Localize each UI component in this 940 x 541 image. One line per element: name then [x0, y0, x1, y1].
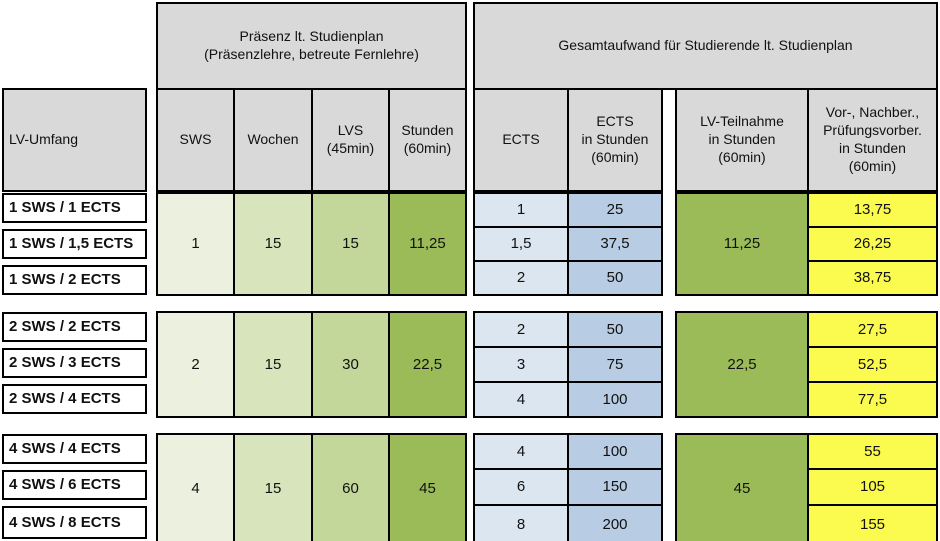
- row-label: 2 SWS / 2 ECTS: [2, 312, 147, 342]
- cell-ects: 2: [473, 260, 569, 296]
- cell-ects-in-stunden: 37,5: [567, 226, 663, 262]
- column-header-lv-teilnahme: LV-Teilnahme in Stunden (60min): [675, 88, 809, 192]
- cell-ects-in-stunden: 100: [567, 433, 663, 470]
- cell-stunden: 45: [388, 433, 467, 541]
- row-label: 1 SWS / 1,5 ECTS: [2, 229, 147, 259]
- cell-vor-nachber: 55: [807, 433, 938, 470]
- cell-lvs: 30: [311, 311, 390, 418]
- cell-ects: 3: [473, 346, 569, 383]
- cell-wochen: 15: [233, 311, 313, 418]
- cell-vor-nachber: 155: [807, 504, 938, 541]
- cell-stunden: 11,25: [388, 192, 467, 296]
- cell-sws: 2: [156, 311, 235, 418]
- cell-ects: 4: [473, 381, 569, 418]
- cell-ects-in-stunden: 100: [567, 381, 663, 418]
- cell-sws: 4: [156, 433, 235, 541]
- cell-ects-in-stunden: 200: [567, 504, 663, 541]
- column-header-sws: SWS: [156, 88, 235, 192]
- cell-lvs: 60: [311, 433, 390, 541]
- cell-ects-in-stunden: 25: [567, 192, 663, 228]
- cell-ects: 2: [473, 311, 569, 348]
- cell-ects: 4: [473, 433, 569, 470]
- column-header-vor-nachber: Vor-, Nachber., Prüfungsvorber. in Stund…: [807, 88, 938, 192]
- column-header-ects: ECTS: [473, 88, 569, 192]
- column-header-ects-in-stunden: ECTS in Stunden (60min): [567, 88, 663, 192]
- cell-lv-teilnahme: 45: [675, 433, 809, 541]
- cell-vor-nachber: 13,75: [807, 192, 938, 228]
- row-label: 2 SWS / 3 ECTS: [2, 348, 147, 378]
- cell-vor-nachber: 105: [807, 468, 938, 506]
- cell-stunden: 22,5: [388, 311, 467, 418]
- row-label: 1 SWS / 2 ECTS: [2, 265, 147, 295]
- row-label: 4 SWS / 8 ECTS: [2, 506, 147, 539]
- column-header-wochen: Wochen: [233, 88, 313, 192]
- row-label: 4 SWS / 4 ECTS: [2, 434, 147, 464]
- cell-lv-teilnahme: 22,5: [675, 311, 809, 418]
- cell-ects-in-stunden: 150: [567, 468, 663, 506]
- cell-vor-nachber: 52,5: [807, 346, 938, 383]
- cell-ects: 8: [473, 504, 569, 541]
- gesamtaufwand-section-header: Gesamtaufwand für Studierende lt. Studie…: [473, 2, 938, 90]
- cell-ects: 1: [473, 192, 569, 228]
- cell-vor-nachber: 27,5: [807, 311, 938, 348]
- cell-ects: 1,5: [473, 226, 569, 262]
- row-label: 1 SWS / 1 ECTS: [2, 193, 147, 223]
- column-header-lvs: LVS (45min): [311, 88, 390, 192]
- cell-vor-nachber: 38,75: [807, 260, 938, 296]
- cell-wochen: 15: [233, 433, 313, 541]
- column-header-stunden: Stunden (60min): [388, 88, 467, 192]
- praesenz-section-header: Präsenz lt. Studienplan (Präsenzlehre, b…: [156, 2, 467, 90]
- cell-ects-in-stunden: 50: [567, 311, 663, 348]
- cell-wochen: 15: [233, 192, 313, 296]
- cell-lvs: 15: [311, 192, 390, 296]
- cell-ects-in-stunden: 50: [567, 260, 663, 296]
- row-label: 4 SWS / 6 ECTS: [2, 470, 147, 500]
- cell-lv-teilnahme: 11,25: [675, 192, 809, 296]
- cell-ects-in-stunden: 75: [567, 346, 663, 383]
- cell-vor-nachber: 77,5: [807, 381, 938, 418]
- cell-sws: 1: [156, 192, 235, 296]
- cell-ects: 6: [473, 468, 569, 506]
- row-label: 2 SWS / 4 ECTS: [2, 384, 147, 414]
- corner-header-lv-umfang: LV-Umfang: [2, 88, 147, 192]
- cell-vor-nachber: 26,25: [807, 226, 938, 262]
